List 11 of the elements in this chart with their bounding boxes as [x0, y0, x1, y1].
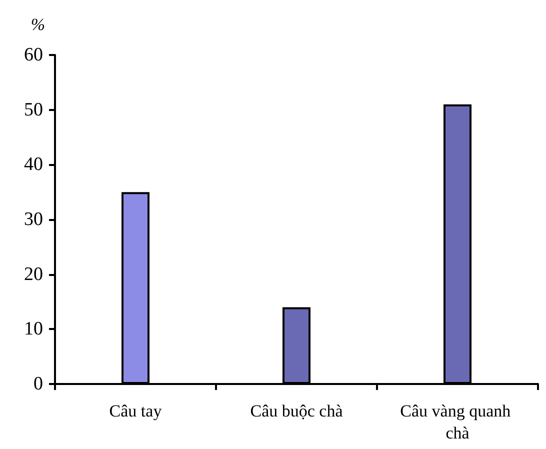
x-tick-label: Câu tay	[109, 402, 162, 420]
y-tick-label: 40	[24, 154, 43, 176]
y-tick-label: 20	[24, 264, 43, 285]
y-axis-title: %	[30, 15, 45, 34]
x-tick-label: Câu buộc chà	[250, 402, 344, 420]
y-tick-label: 30	[24, 209, 43, 230]
x-tick-label: Câu vàng quanh chà	[400, 402, 515, 442]
y-tick-label: 50	[24, 99, 43, 120]
y-tick-label: 0	[34, 374, 43, 394]
y-tick-label: 10	[24, 318, 43, 340]
y-tick-label: 60	[24, 44, 43, 66]
